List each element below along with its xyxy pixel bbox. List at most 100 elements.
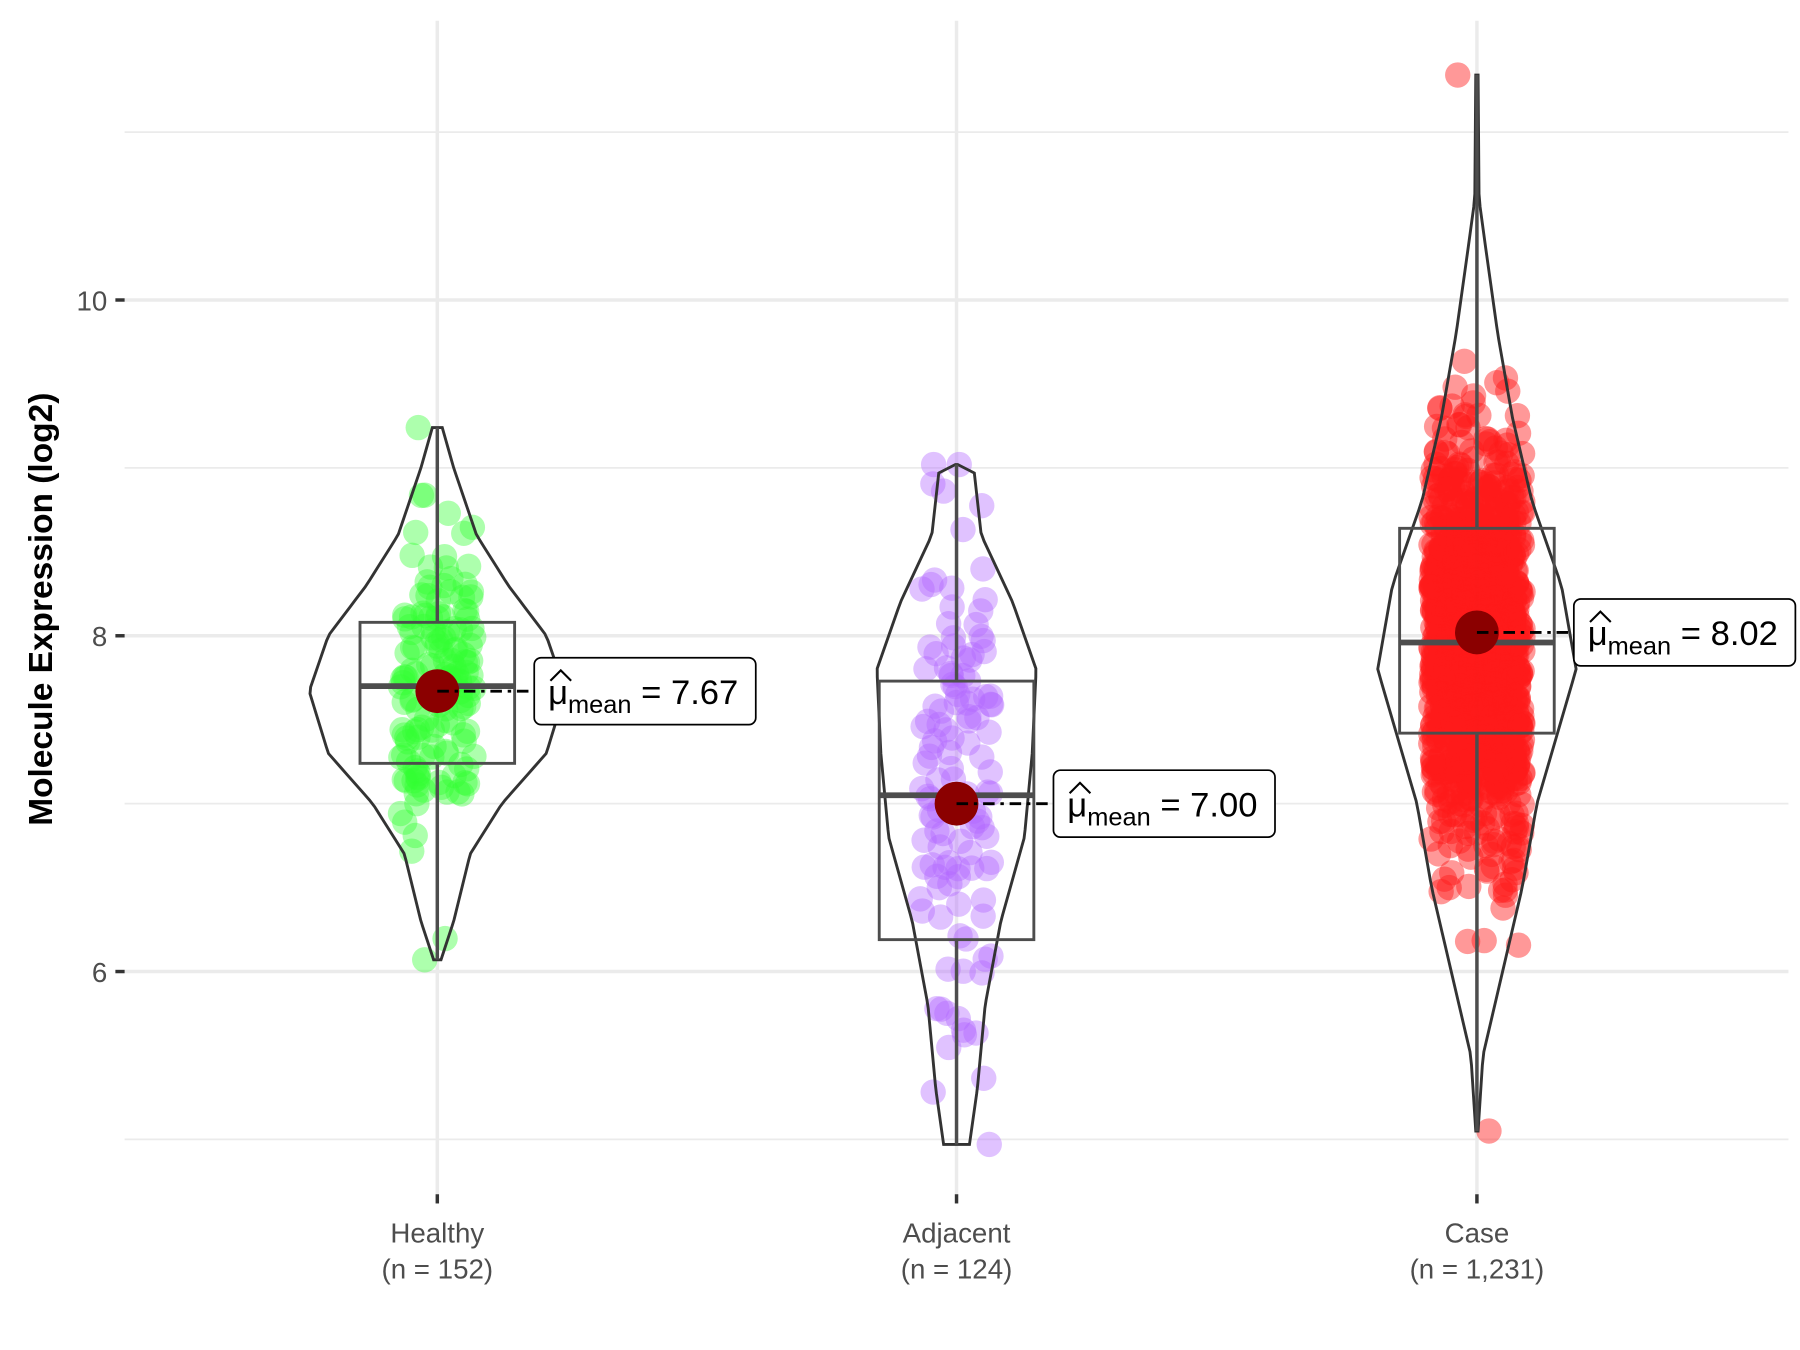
data-point <box>1421 597 1448 624</box>
data-point <box>1486 760 1512 787</box>
data-point <box>1480 529 1506 556</box>
data-point <box>1436 781 1462 808</box>
data-point <box>1476 473 1502 500</box>
data-point <box>1501 663 1527 689</box>
data-point <box>1446 828 1473 854</box>
data-point <box>1495 584 1522 610</box>
data-point <box>1487 560 1513 587</box>
data-point <box>1435 752 1461 778</box>
data-point <box>954 690 980 716</box>
data-point <box>1444 755 1471 781</box>
data-point <box>437 578 464 605</box>
data-point <box>943 689 969 716</box>
data-point <box>1499 724 1525 750</box>
data-point <box>1420 749 1446 775</box>
data-point <box>1418 661 1445 688</box>
data-point <box>1428 536 1455 562</box>
data-point <box>974 823 1000 850</box>
data-point <box>1423 538 1449 564</box>
data-point <box>1437 639 1463 666</box>
x-axis: Healthy (n = 152) Adjacent (n = 124) Case (n … <box>382 1194 1544 1284</box>
data-point <box>1478 746 1504 772</box>
data-point <box>449 584 476 611</box>
data-point <box>1494 590 1520 616</box>
data-point <box>970 903 996 929</box>
data-point <box>1442 489 1468 515</box>
data-point <box>1508 695 1535 722</box>
data-point <box>1463 568 1489 594</box>
data-point <box>1421 531 1447 557</box>
data-point <box>405 724 431 750</box>
data-point <box>1498 849 1524 875</box>
data-point <box>1502 466 1528 493</box>
data-point <box>1436 573 1462 599</box>
data-point <box>1449 687 1476 713</box>
data-point <box>1438 568 1464 594</box>
y-axis-label: Molecule Expression (log2) <box>23 393 60 826</box>
data-point <box>971 1065 997 1091</box>
data-point <box>1425 755 1451 782</box>
data-point <box>1497 585 1524 612</box>
data-point <box>1431 463 1457 489</box>
data-point <box>1499 802 1525 828</box>
data-point <box>924 863 950 889</box>
data-point <box>1486 784 1513 810</box>
data-point <box>1477 734 1503 760</box>
data-point <box>1490 580 1516 607</box>
data-point <box>911 854 937 880</box>
data-point <box>1440 685 1467 711</box>
data-point <box>1502 557 1528 584</box>
data-point <box>1478 729 1505 755</box>
data-point <box>935 956 961 982</box>
data-point <box>1433 759 1460 785</box>
data-point <box>1440 490 1467 516</box>
data-point <box>1418 577 1445 603</box>
data-point <box>1473 709 1499 736</box>
data-point <box>1423 413 1450 440</box>
data-point <box>1506 836 1532 863</box>
data-point <box>1443 646 1469 672</box>
data-point <box>1507 576 1533 602</box>
data-point <box>1468 649 1494 676</box>
data-point <box>428 627 454 653</box>
data-point <box>919 852 945 878</box>
data-point <box>1445 586 1472 612</box>
data-point <box>1426 654 1452 680</box>
y-tick-label: 8 <box>92 621 107 652</box>
data-point <box>1474 858 1500 884</box>
data-point <box>1418 504 1444 531</box>
data-point <box>1486 826 1513 852</box>
data-point <box>1495 693 1522 719</box>
data-point <box>922 693 948 719</box>
data-point <box>1499 484 1525 511</box>
data-point <box>978 692 1005 718</box>
data-point <box>1480 681 1507 708</box>
data-point <box>1465 528 1492 555</box>
data-point <box>1436 669 1463 696</box>
data-point <box>1492 882 1519 908</box>
data-point <box>405 414 431 441</box>
data-point <box>455 682 481 709</box>
data-point <box>424 712 451 738</box>
data-point <box>1480 734 1507 760</box>
data-point <box>947 923 973 949</box>
data-point <box>1476 537 1502 564</box>
data-point <box>913 656 939 682</box>
data-point <box>1437 569 1464 595</box>
data-point <box>461 624 487 650</box>
data-point <box>399 542 425 569</box>
data-point <box>1498 461 1525 487</box>
data-point <box>973 683 999 710</box>
data-point <box>1429 671 1455 697</box>
data-point <box>1430 665 1457 692</box>
data-point <box>1472 543 1498 569</box>
data-point <box>1446 578 1472 605</box>
data-point <box>1490 525 1516 551</box>
data-point <box>1472 528 1499 554</box>
data-point <box>1500 542 1526 568</box>
data-point <box>394 640 420 666</box>
mean-label: μmean = 7.67 <box>548 674 738 719</box>
data-point <box>1502 459 1528 485</box>
data-point <box>1437 549 1463 576</box>
data-point <box>1486 554 1512 581</box>
